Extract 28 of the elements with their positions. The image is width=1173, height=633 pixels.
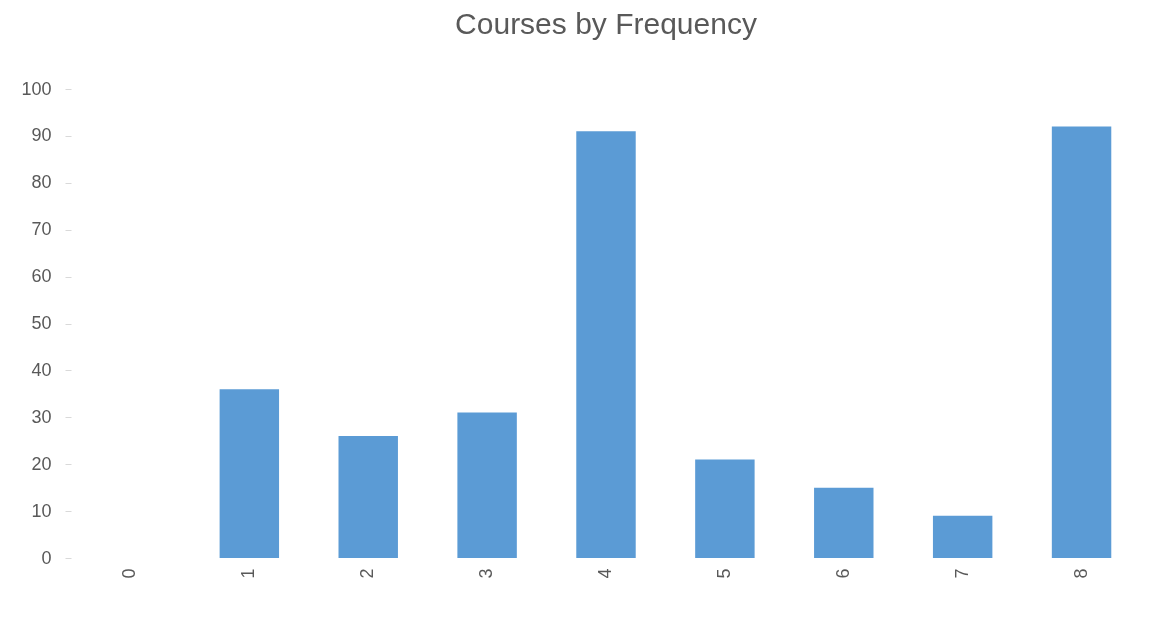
- y-tick-label: 30: [31, 406, 52, 427]
- bar: [695, 459, 755, 558]
- bar: [1051, 126, 1112, 558]
- x-tick-label: 3: [476, 568, 497, 579]
- bar: [576, 131, 636, 558]
- bar: [932, 515, 993, 558]
- x-tick-label: 8: [1070, 568, 1091, 579]
- bar: [338, 436, 398, 558]
- y-tick-label: 10: [31, 500, 52, 521]
- y-tick-label: 50: [31, 313, 52, 333]
- y-tick-label: 60: [31, 266, 52, 287]
- x-tick-label: 6: [832, 568, 853, 579]
- y-tick-label: 80: [31, 172, 52, 193]
- y-tick-label: 70: [31, 219, 52, 240]
- x-tick-label: 7: [951, 568, 972, 579]
- x-tick-label: 5: [713, 568, 734, 579]
- bar: [814, 487, 874, 558]
- y-tick-label: 100: [21, 78, 52, 99]
- bar: [457, 412, 517, 558]
- y-tick-label: 90: [31, 125, 52, 146]
- x-tick-label: 0: [119, 568, 140, 579]
- x-tick-label: 4: [595, 568, 615, 579]
- chart-title: Courses by Frequency: [455, 7, 757, 40]
- x-tick-label: 1: [238, 568, 259, 579]
- y-tick-label: 40: [31, 359, 52, 380]
- bar: [219, 389, 280, 558]
- x-tick-label: 2: [357, 568, 378, 579]
- y-tick-label: 20: [31, 453, 52, 474]
